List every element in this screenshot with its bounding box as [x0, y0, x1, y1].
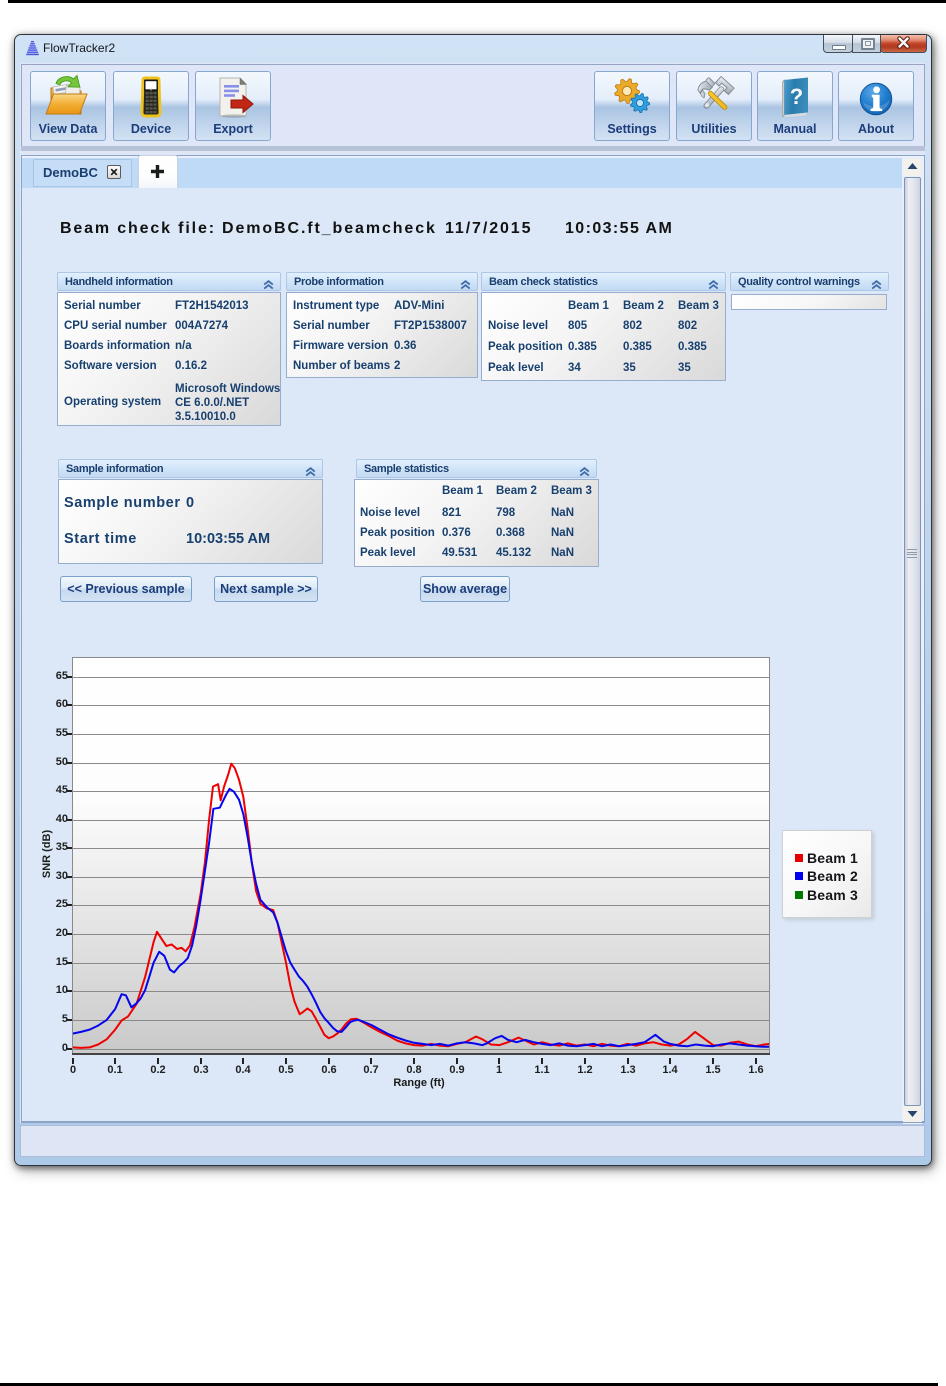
svg-text:?: ? — [790, 84, 803, 109]
